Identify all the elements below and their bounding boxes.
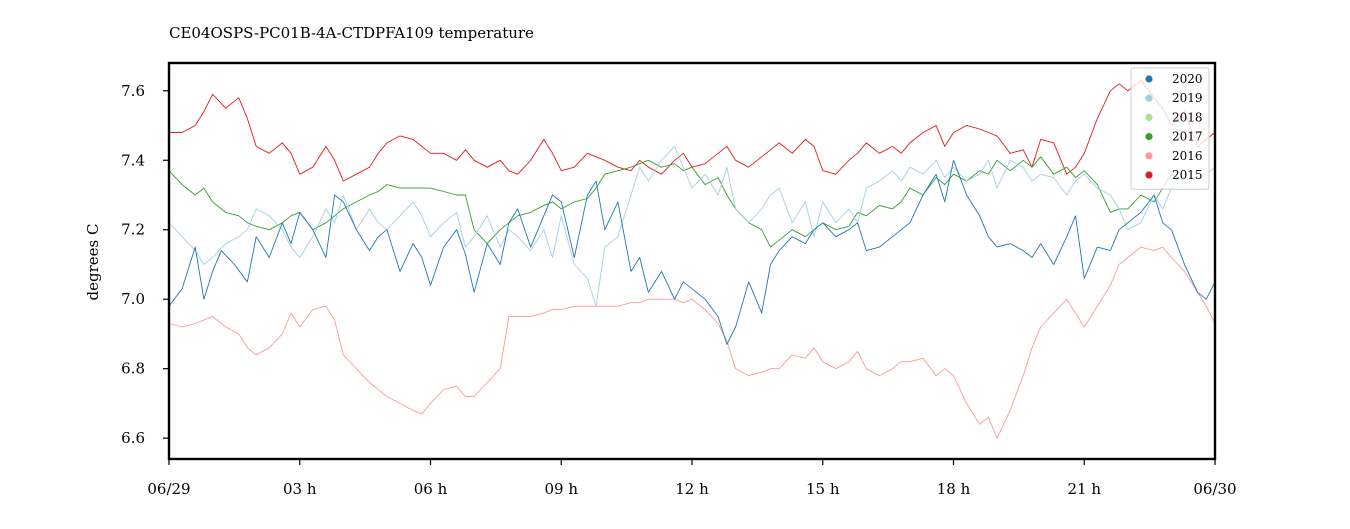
x-tick-label: 09 h <box>544 480 578 498</box>
y-tick-label: 6.6 <box>121 429 145 447</box>
legend-label: 2018 <box>1172 110 1203 124</box>
legend-marker-2019 <box>1145 94 1153 102</box>
y-axis-label: degrees C <box>84 224 102 301</box>
chart-title: CE04OSPS-PC01B-4A-CTDPFA109 temperature <box>169 24 534 42</box>
legend-marker-2016 <box>1145 152 1153 160</box>
plot-frame <box>167 61 1217 461</box>
x-tick-label: 06/29 <box>147 480 190 498</box>
x-tick-label: 18 h <box>937 480 971 498</box>
y-tick-label: 7.6 <box>121 82 145 100</box>
legend-label: 2016 <box>1172 149 1203 163</box>
legend-label: 2020 <box>1172 72 1203 86</box>
legend-label: 2017 <box>1172 130 1203 144</box>
legend: 2020 2019 2018 2017 2016 2015 <box>1130 67 1210 190</box>
series-layer <box>168 79 1216 439</box>
series-line-2017 <box>168 156 1185 248</box>
x-tick-label: 12 h <box>675 480 709 498</box>
series-line-2020 <box>168 159 1216 345</box>
legend-marker-2020 <box>1145 75 1153 83</box>
legend-label: 2019 <box>1172 91 1203 105</box>
y-tick-label: 7.0 <box>121 290 145 308</box>
x-tick-label: 03 h <box>283 480 317 498</box>
y-tick-label: 6.8 <box>121 360 145 378</box>
x-tick-label: 21 h <box>1067 480 1101 498</box>
legend-marker-2015 <box>1145 171 1153 179</box>
series-line-2016 <box>168 246 1216 439</box>
y-tick-label: 7.2 <box>121 221 145 239</box>
x-tick-label: 06/30 <box>1193 480 1236 498</box>
legend-marker-2017 <box>1145 133 1153 141</box>
x-tick-label: 06 h <box>414 480 448 498</box>
legend-marker-2018 <box>1145 113 1153 121</box>
legend-label: 2015 <box>1172 168 1203 182</box>
series-line-2015 <box>169 79 1216 182</box>
x-axis: 06/29 03 h 06 h 09 h 12 h 15 h 18 h 21 h 06/30 <box>147 459 1237 498</box>
y-tick-label: 7.4 <box>121 151 145 169</box>
x-tick-label: 15 h <box>806 480 840 498</box>
series-line-2019 <box>168 145 1216 307</box>
y-axis: 6.6 6.8 7.0 7.2 7.4 7.6 <box>121 82 169 447</box>
